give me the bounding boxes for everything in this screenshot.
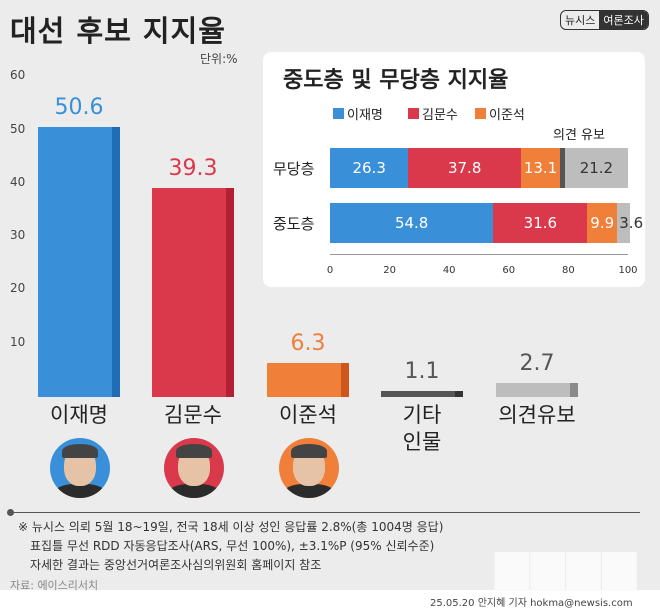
- footnote-line: 자세한 결과는 중앙선거여론조사심의위원회 홈페이지 참조: [30, 558, 322, 572]
- photo-hair: [62, 444, 98, 458]
- legend-swatch: [475, 108, 486, 119]
- inset-title: 중도층 및 무당층 지지율: [283, 68, 509, 93]
- y-tick-label: 40: [10, 174, 26, 189]
- bar-1: [152, 187, 234, 397]
- stacked-segment: 54.8: [330, 203, 494, 243]
- x-axis-line: [330, 254, 628, 255]
- x-tick-label: 80: [562, 265, 575, 276]
- stacked-segment: 3.6: [617, 203, 643, 243]
- newsis-watermark-logo: ▆▆▆▆: [495, 540, 639, 591]
- badge-right: 여론조사: [599, 11, 648, 29]
- x-tick-label: 20: [383, 265, 396, 276]
- bar-shade: [226, 187, 234, 397]
- photo-hair: [176, 444, 212, 458]
- category-label: 이재명: [50, 403, 108, 427]
- candidate-photo: [164, 438, 224, 498]
- category-label-line: 기타: [402, 403, 442, 427]
- legend-label: 이재명: [347, 108, 383, 123]
- photo-suit: [166, 484, 222, 498]
- y-tick-label: 20: [10, 281, 26, 296]
- stacked-segment: 13.1: [521, 148, 561, 188]
- stacked-segment: 31.6: [493, 203, 588, 243]
- footnote-line: 표집틀 무선 RDD 자동응답조사(ARS, 무선 100%), ±3.1%P …: [30, 539, 435, 553]
- y-tick-label: 60: [10, 68, 26, 83]
- category-label: 김문수: [164, 403, 222, 427]
- x-tick-label: 0: [326, 265, 334, 276]
- legend-swatch: [408, 108, 419, 119]
- legend-swatch: [333, 108, 344, 119]
- bar-0: [38, 127, 120, 397]
- x-tick-label: 60: [502, 265, 516, 276]
- source-label: 자료: 에이스리서치: [10, 579, 99, 592]
- category-label: 의견유보: [498, 403, 576, 427]
- credit-label: 25.05.20 안지혜 기자 hokma@newsis.com: [430, 598, 633, 609]
- stacked-segment: 37.8: [408, 148, 521, 188]
- newsis-poll-badge: 뉴시스 여론조사: [560, 10, 649, 30]
- unit-label: 단위:%: [200, 52, 238, 66]
- photo-hair: [291, 444, 327, 458]
- photo-suit: [281, 484, 337, 498]
- divider: [10, 512, 640, 513]
- bar-shade: [341, 363, 349, 397]
- bar-value-label: 6.3: [290, 331, 326, 357]
- category-label-line: 인물: [402, 430, 442, 454]
- bar-value-label: 39.3: [168, 155, 218, 181]
- legend-item: 이재명: [333, 104, 383, 123]
- candidate-photo: [279, 438, 339, 498]
- bar-3: [381, 391, 463, 397]
- legend-item: 이준석: [475, 104, 525, 123]
- legend-label: 이준석: [489, 108, 525, 123]
- legend-label: 김문수: [422, 108, 458, 123]
- bar-4: [496, 382, 578, 397]
- x-tick-label: 100: [618, 265, 638, 276]
- y-tick-label: 10: [10, 334, 26, 349]
- row-label: 중도층: [273, 215, 315, 233]
- photo-suit: [52, 484, 108, 498]
- bar-value-label: 50.6: [54, 95, 104, 121]
- bar-shade: [570, 382, 578, 397]
- bar-2: [267, 363, 349, 397]
- candidate-photo: [50, 438, 110, 498]
- bar-shade: [455, 391, 463, 397]
- stacked-segment: 26.3: [330, 148, 409, 188]
- footnote-line: ※ 뉴시스 의뢰 5월 18~19일, 전국 18세 이상 성인 응답률 2.8…: [18, 520, 444, 534]
- y-tick-label: 30: [10, 228, 26, 243]
- bar-value-label: 1.1: [404, 359, 440, 384]
- stacked-segment: [560, 148, 565, 188]
- page-title: 대선 후보 지지율: [10, 14, 226, 48]
- footnote: ※ 뉴시스 의뢰 5월 18~19일, 전국 18세 이상 성인 응답률 2.8…: [18, 518, 443, 575]
- bottom-strip: [0, 590, 660, 609]
- stacked-segment: 21.2: [564, 148, 628, 188]
- row-label: 무당층: [273, 160, 315, 178]
- undecided-header: 의견 유보: [553, 128, 605, 143]
- y-tick-label: 50: [10, 121, 26, 136]
- stacked-segment: 9.9: [587, 203, 617, 243]
- badge-left: 뉴시스: [565, 14, 596, 27]
- bar-shade: [112, 127, 120, 397]
- legend-item: 김문수: [408, 104, 458, 123]
- bar-value-label: 2.7: [519, 350, 555, 376]
- x-tick-label: 40: [442, 265, 456, 276]
- category-label: 이준석: [279, 403, 337, 427]
